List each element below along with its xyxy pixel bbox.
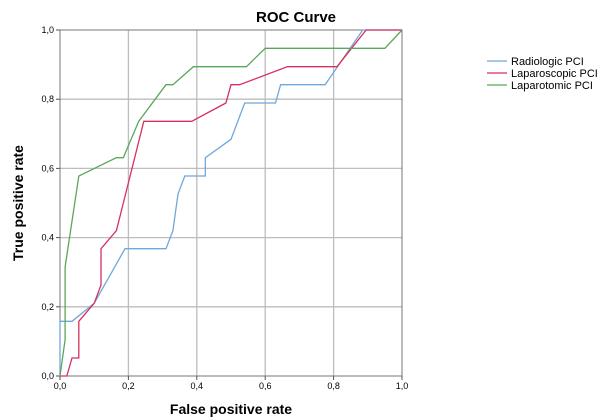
y-tick-label: 0,0 <box>41 371 54 381</box>
y-tick-label: 0,8 <box>41 94 54 104</box>
x-tick-label: 0,4 <box>191 381 204 391</box>
x-tick-label: 0,0 <box>54 381 67 391</box>
y-tick-label: 0,4 <box>41 233 54 243</box>
plot-area-frame <box>59 29 403 377</box>
grid-lines <box>60 30 402 376</box>
legend-label-radiologic-pci: Radiologic PCI <box>511 56 584 68</box>
x-axis-title: False positive rate <box>170 401 292 417</box>
axis-ticks: 0,00,0 0,2 0,2 0,4 0,4 0,6 0,6 0,8 0,8 1,0 1,0 <box>41 25 408 391</box>
x-tick-label: 0,6 <box>259 381 272 391</box>
y-tick-label: 0,2 <box>41 302 54 312</box>
y-tick-label: 1,0 <box>41 25 54 35</box>
x-tick-label: 0,2 <box>122 381 135 391</box>
series-line-laparoscopic-pci <box>60 29 402 377</box>
series-lines <box>59 29 403 377</box>
legend-label-laparoscopic-pci: Laparoscopic PCI <box>511 68 598 80</box>
y-tick-label: 0,6 <box>41 163 54 173</box>
legend-label-laparotomic-pci: Laparotomic PCI <box>511 80 593 92</box>
series-line-radiologic-pci <box>59 29 402 376</box>
x-tick-label: 0,8 <box>327 381 340 391</box>
y-axis-title: True positive rate <box>10 145 26 261</box>
chart-title: ROC Curve <box>256 9 336 26</box>
series-line-laparotomic-pci <box>59 29 403 377</box>
x-tick-label: 1,0 <box>396 381 409 391</box>
